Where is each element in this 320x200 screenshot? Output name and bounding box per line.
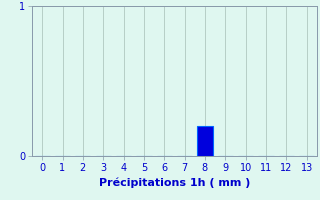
Bar bbox=[197, 126, 212, 156]
X-axis label: Précipitations 1h ( mm ): Précipitations 1h ( mm ) bbox=[99, 177, 250, 188]
